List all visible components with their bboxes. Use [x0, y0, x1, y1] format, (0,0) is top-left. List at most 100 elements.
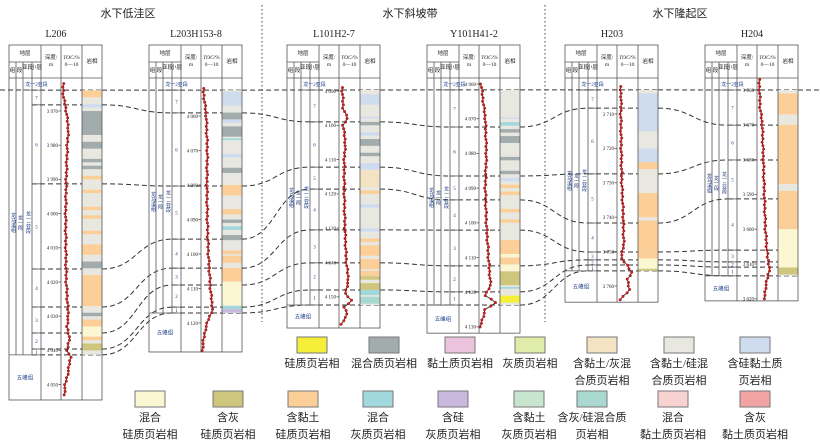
legend-label: 页岩相	[739, 373, 772, 387]
header-toc-scale: 0—10	[483, 62, 497, 68]
toc-point	[205, 135, 209, 139]
toc-point	[619, 85, 623, 88]
toc-point	[621, 195, 625, 199]
header-toc: TOC/%	[63, 55, 80, 61]
toc-point	[204, 325, 208, 328]
formation-wufeng: 五峰组	[713, 284, 730, 292]
litho-band-cysi2	[638, 251, 658, 259]
toc-point	[621, 232, 625, 236]
toc-point	[209, 290, 213, 294]
toc-point	[761, 137, 765, 141]
correlation-line	[519, 229, 589, 253]
toc-point	[64, 256, 68, 260]
header-duan: 段	[435, 66, 441, 74]
header-zu: 组	[10, 66, 16, 74]
correlation-line	[241, 166, 311, 187]
toc-point	[619, 146, 623, 150]
toc-point	[621, 243, 625, 247]
toc-point	[345, 264, 349, 268]
layer-number: 7	[453, 107, 456, 112]
litho-band-sicy	[360, 132, 380, 136]
toc-point	[760, 140, 764, 144]
depth-tick-label: 4 000	[47, 212, 59, 217]
toc-point	[763, 199, 767, 203]
litho-band-cysi2	[638, 162, 658, 170]
legend-label: 含灰	[744, 410, 766, 424]
toc-point	[478, 325, 482, 329]
toc-point	[341, 99, 344, 103]
litho-band-cysi2	[82, 206, 102, 211]
toc-point	[208, 266, 211, 270]
toc-point	[63, 205, 67, 209]
member-long1: 龙一段	[17, 214, 23, 231]
correlation-line	[519, 259, 589, 267]
toc-point	[202, 86, 206, 90]
legend-swatch	[739, 390, 771, 408]
toc-point	[484, 200, 488, 204]
toc-point	[346, 285, 349, 288]
legend-swatch	[444, 336, 476, 354]
toc-point	[209, 283, 213, 287]
toc-point	[344, 288, 348, 292]
header-strata: 地层	[297, 49, 309, 57]
toc-point	[619, 122, 623, 126]
toc-point	[764, 283, 768, 287]
layer-number: 2	[35, 340, 38, 345]
legend-label: 含灰/硅混合质	[557, 410, 626, 424]
toc-point	[65, 164, 69, 168]
toc-point	[483, 106, 487, 110]
litho-band-silm	[222, 309, 242, 313]
depth-tick-label: 3 570	[743, 124, 755, 129]
depth-tick-label: 3 620	[743, 298, 755, 303]
toc-point	[485, 238, 489, 242]
toc-point	[63, 386, 67, 390]
layer-number: 2	[175, 295, 178, 300]
depth-tick-label: 4 070	[187, 149, 199, 154]
header-strata: 地层	[437, 49, 449, 57]
legend-label: 含灰	[217, 410, 239, 424]
header-toc-scale: 0—10	[621, 62, 635, 68]
litho-band-mx	[360, 139, 380, 146]
depth-tick-label: 4 050	[47, 383, 59, 388]
layer-number: 6	[453, 150, 456, 155]
toc-point	[66, 372, 70, 376]
toc-point	[64, 109, 68, 113]
toc-point	[489, 304, 493, 308]
region-title: 水下斜坡带	[383, 7, 438, 20]
depth-tick-label: 4 140	[325, 261, 337, 266]
header-toc: TOC/%	[341, 55, 358, 61]
toc-point	[204, 117, 208, 121]
toc-point	[765, 255, 769, 259]
toc-point	[757, 81, 761, 85]
substage-long1-2: 龙一2亚段	[165, 81, 188, 88]
toc-point	[65, 287, 69, 291]
litho-band-mx	[222, 167, 242, 173]
toc-point	[764, 245, 768, 249]
legend-swatch	[362, 390, 394, 408]
litho-band-mxlm	[222, 226, 242, 230]
toc-point	[64, 106, 68, 110]
legend-swatch	[513, 390, 545, 408]
correlation-line	[379, 188, 451, 201]
toc-point	[205, 186, 209, 190]
toc-point	[67, 133, 71, 137]
correlation-line	[519, 270, 589, 306]
litho-band-sicy	[360, 204, 380, 208]
toc-point	[620, 177, 624, 181]
header-depth-unit: m	[49, 62, 54, 68]
toc-point	[206, 224, 210, 228]
toc-point	[619, 164, 623, 168]
toc-point	[66, 369, 70, 373]
depth-tick-label: 4 080	[187, 184, 199, 189]
well-H203: H203 地层组段亚段小层深度/m TOC/%0—10 岩相龙一2亚段龙马溪组 龙一段龙…	[564, 29, 659, 303]
toc-point	[346, 281, 350, 285]
layer-number: 2	[591, 261, 594, 266]
header-duan: 段	[17, 66, 23, 74]
correlation-line	[101, 104, 173, 114]
header-xiaoceng: 小层	[31, 63, 43, 71]
toc-point	[622, 205, 625, 209]
header-litho: 岩相	[86, 57, 98, 65]
toc-point	[622, 229, 626, 233]
toc-point	[758, 102, 762, 106]
well-table	[704, 44, 799, 302]
